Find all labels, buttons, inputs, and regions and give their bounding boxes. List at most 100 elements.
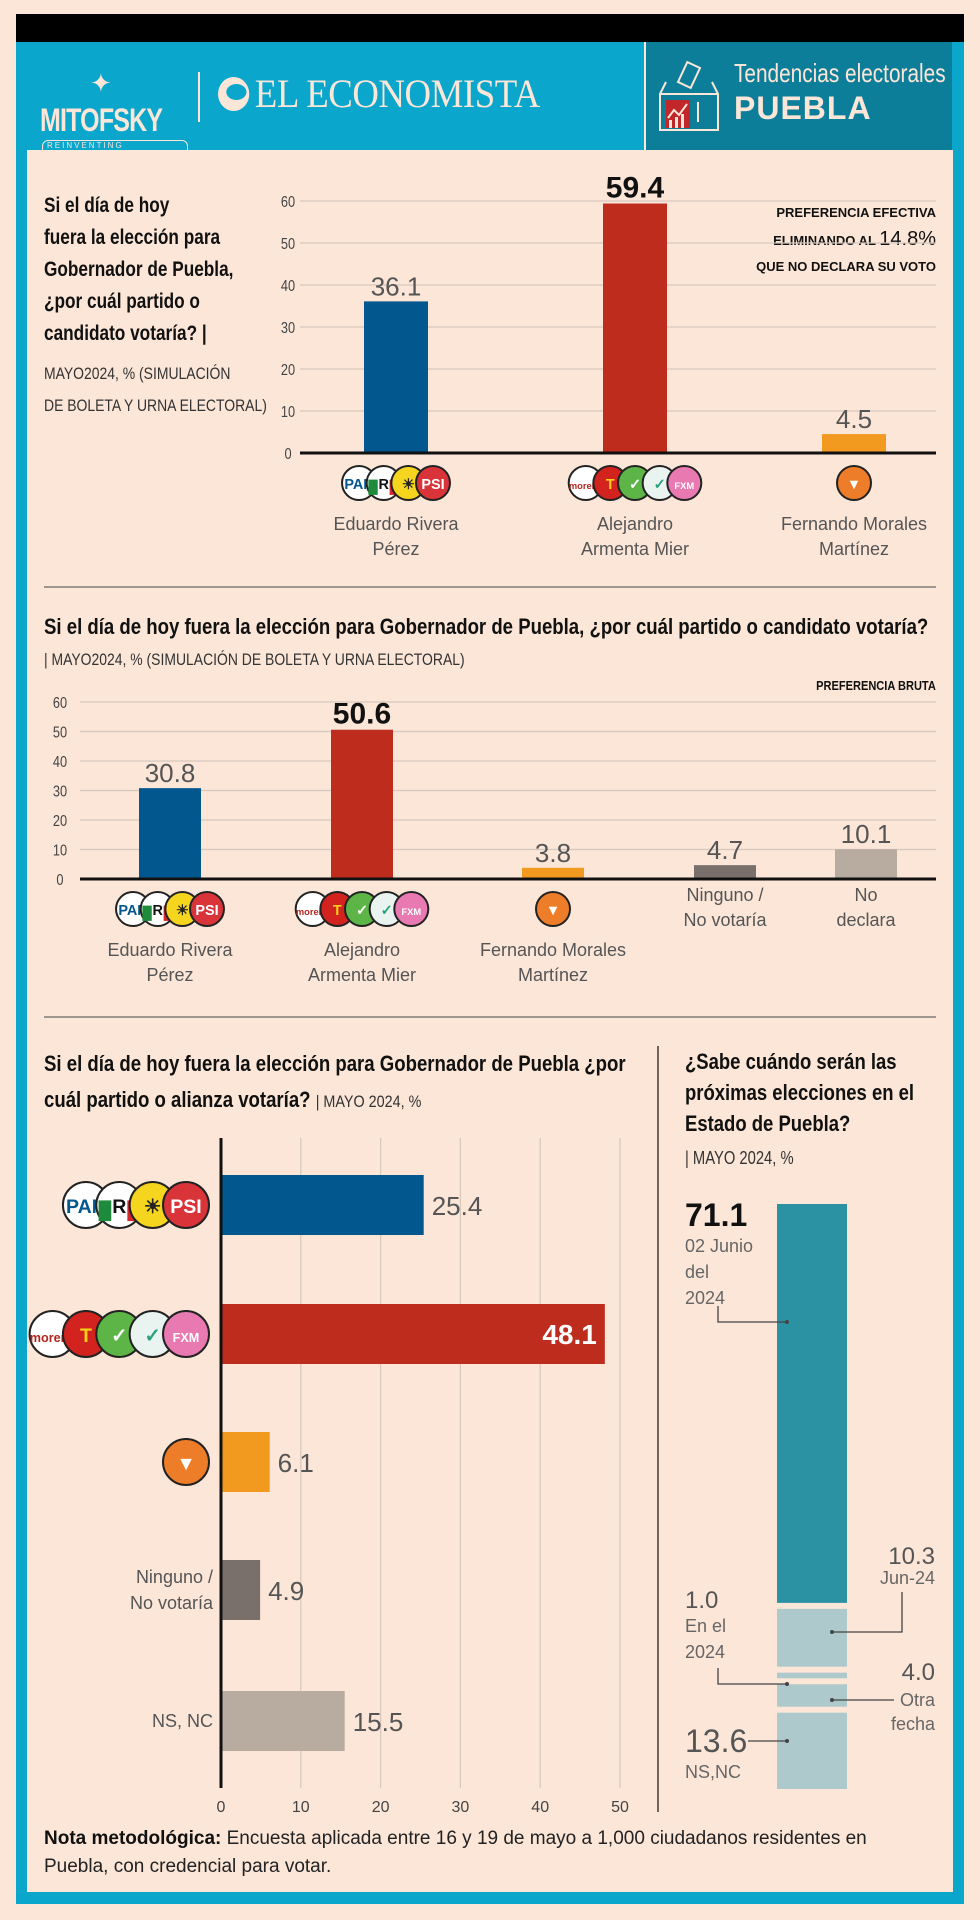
chart2-annotation: PREFERENCIA BRUTA: [660, 678, 936, 694]
party-logo-text: ☀: [176, 903, 189, 919]
y-tick-label: 40: [53, 754, 67, 772]
bar: [822, 434, 886, 453]
chart4-subtitle-text: | MAYO 2024, %: [685, 1148, 794, 1168]
bar: [221, 1432, 270, 1492]
category-label: Pérez: [372, 539, 419, 559]
section-badge: Tendencias electorales PUEBLA: [644, 42, 952, 150]
bird-icon: ✦: [90, 68, 112, 98]
y-tick-label: 50: [281, 236, 295, 254]
bar: [522, 867, 584, 879]
party-logo-icon: [666, 465, 703, 501]
chart1-title-line: fuera la elección para: [44, 226, 221, 249]
y-tick-label: 10: [281, 404, 295, 422]
chart1-title: Si el día de hoy fuera la elección para …: [44, 190, 275, 350]
party-logo-icon: [162, 1181, 210, 1229]
annotation-percent: 14.8%: [879, 228, 936, 250]
leader-dot: [785, 1739, 789, 1743]
party-logo-icon: [188, 891, 225, 927]
segment-label: Jun-24: [880, 1568, 935, 1588]
chart3-title: Si el día de hoy fuera la elección para …: [44, 1046, 732, 1120]
leader-line: [832, 1592, 903, 1633]
value-label: 36.1: [371, 271, 422, 301]
stacked-segment: [777, 1672, 847, 1679]
bar: [364, 301, 428, 453]
category-label: Martínez: [518, 965, 588, 985]
category-label: Alejandro: [324, 940, 400, 960]
segment-label: NS,NC: [685, 1762, 741, 1782]
chart2-subtitle: | MAYO2024, % (SIMULACIÓN DE BOLETA Y UR…: [44, 650, 557, 670]
bar: [221, 1175, 424, 1235]
x-tick-label: 10: [292, 1799, 310, 1816]
party-logo-icon: [162, 1310, 210, 1358]
value-label: 4.9: [268, 1576, 304, 1606]
segment-label: Otra: [900, 1690, 936, 1710]
leader-dot: [785, 1320, 789, 1324]
party-logo-icon: [393, 891, 430, 927]
stacked-segment: [777, 1684, 847, 1707]
value-label: 48.1: [542, 1319, 597, 1350]
bar: [603, 203, 667, 453]
annotation-line: PREFERENCIA EFECTIVA: [776, 205, 936, 220]
el-economista-logo: EL ECONOMISTA: [218, 70, 540, 117]
segment-value-label: 10.3: [888, 1543, 935, 1570]
x-tick-label: 0: [217, 1799, 226, 1816]
chart2-title-text: Si el día de hoy fuera la elección para …: [44, 614, 929, 639]
party-logo-text: morena: [296, 907, 331, 917]
value-label: 15.5: [353, 1707, 404, 1737]
annotation-line: ELIMINANDO AL: [773, 233, 876, 248]
party-logo-icon: [836, 465, 872, 501]
category-label: Eduardo Rivera: [107, 940, 233, 960]
x-tick-label: 50: [611, 1799, 629, 1816]
party-logo-icon: [535, 891, 571, 927]
y-tick-label: 30: [281, 320, 295, 338]
segment-label: 2024: [685, 1642, 725, 1662]
bar: [221, 1560, 261, 1620]
category-label: Alejandro: [597, 514, 673, 534]
chart3-title-line: cuál partido o alianza votaría?: [44, 1087, 311, 1112]
category-label: Armenta Mier: [308, 965, 416, 985]
segment-label: del: [685, 1262, 709, 1282]
category-label: Ninguno /: [136, 1567, 213, 1587]
category-label: Fernando Morales: [781, 514, 927, 534]
chart1-subtitle: MAYO2024, % (SIMULACIÓN DE BOLETA Y URNA…: [44, 358, 316, 422]
party-logo-text: R: [152, 903, 163, 919]
note-label: Nota metodológica:: [44, 1828, 222, 1849]
bar: [694, 865, 756, 879]
chart1-title-line: Gobernador de Puebla,: [44, 258, 234, 281]
y-tick-label: 0: [284, 446, 291, 464]
y-tick-label: 60: [281, 194, 295, 212]
party-logo-text: ✓: [356, 903, 368, 919]
chart4-title-line: próximas elecciones en el: [685, 1080, 915, 1105]
chart4-title-line: ¿Sabe cuándo serán las: [685, 1049, 897, 1074]
y-tick-label: 20: [281, 362, 295, 380]
party-logo-text: T: [606, 477, 615, 493]
party-logo-text: ✓: [381, 903, 393, 919]
value-label: 59.4: [606, 172, 665, 205]
pri-green-stripe: [368, 479, 378, 495]
leader-line: [717, 1668, 787, 1685]
bar: [221, 1691, 345, 1751]
leader-line: [717, 1306, 787, 1323]
bar: [835, 849, 897, 879]
value-label: 3.8: [535, 838, 571, 868]
chart1-annotation: PREFERENCIA EFECTIVA ELIMINANDO AL 14.8%…: [660, 200, 936, 280]
party-logo-icon: [414, 465, 451, 501]
stacked-segment: [777, 1204, 847, 1603]
annotation-line: QUE NO DECLARA SU VOTO: [756, 259, 936, 274]
chart3-subtitle: | MAYO 2024, %: [315, 1092, 422, 1111]
methodology-note: Nota metodológica: Encuesta aplicada ent…: [44, 1825, 924, 1881]
y-tick-label: 20: [53, 813, 67, 831]
segment-label: 02 Junio: [685, 1236, 753, 1256]
pri-green-stripe: [142, 905, 152, 921]
category-label: Fernando Morales: [480, 940, 626, 960]
x-tick-label: 30: [452, 1799, 470, 1816]
party-logo-text: T: [333, 903, 342, 919]
el-economista-name: EL ECONOMISTA: [254, 71, 541, 116]
chart1-subtitle-line: DE BOLETA Y URNA ELECTORAL): [44, 396, 267, 415]
category-label: Ninguno /: [686, 885, 763, 905]
party-logo-text: R: [112, 1196, 126, 1218]
panel-divider: [657, 1046, 659, 1812]
segment-label: En el: [685, 1616, 726, 1636]
